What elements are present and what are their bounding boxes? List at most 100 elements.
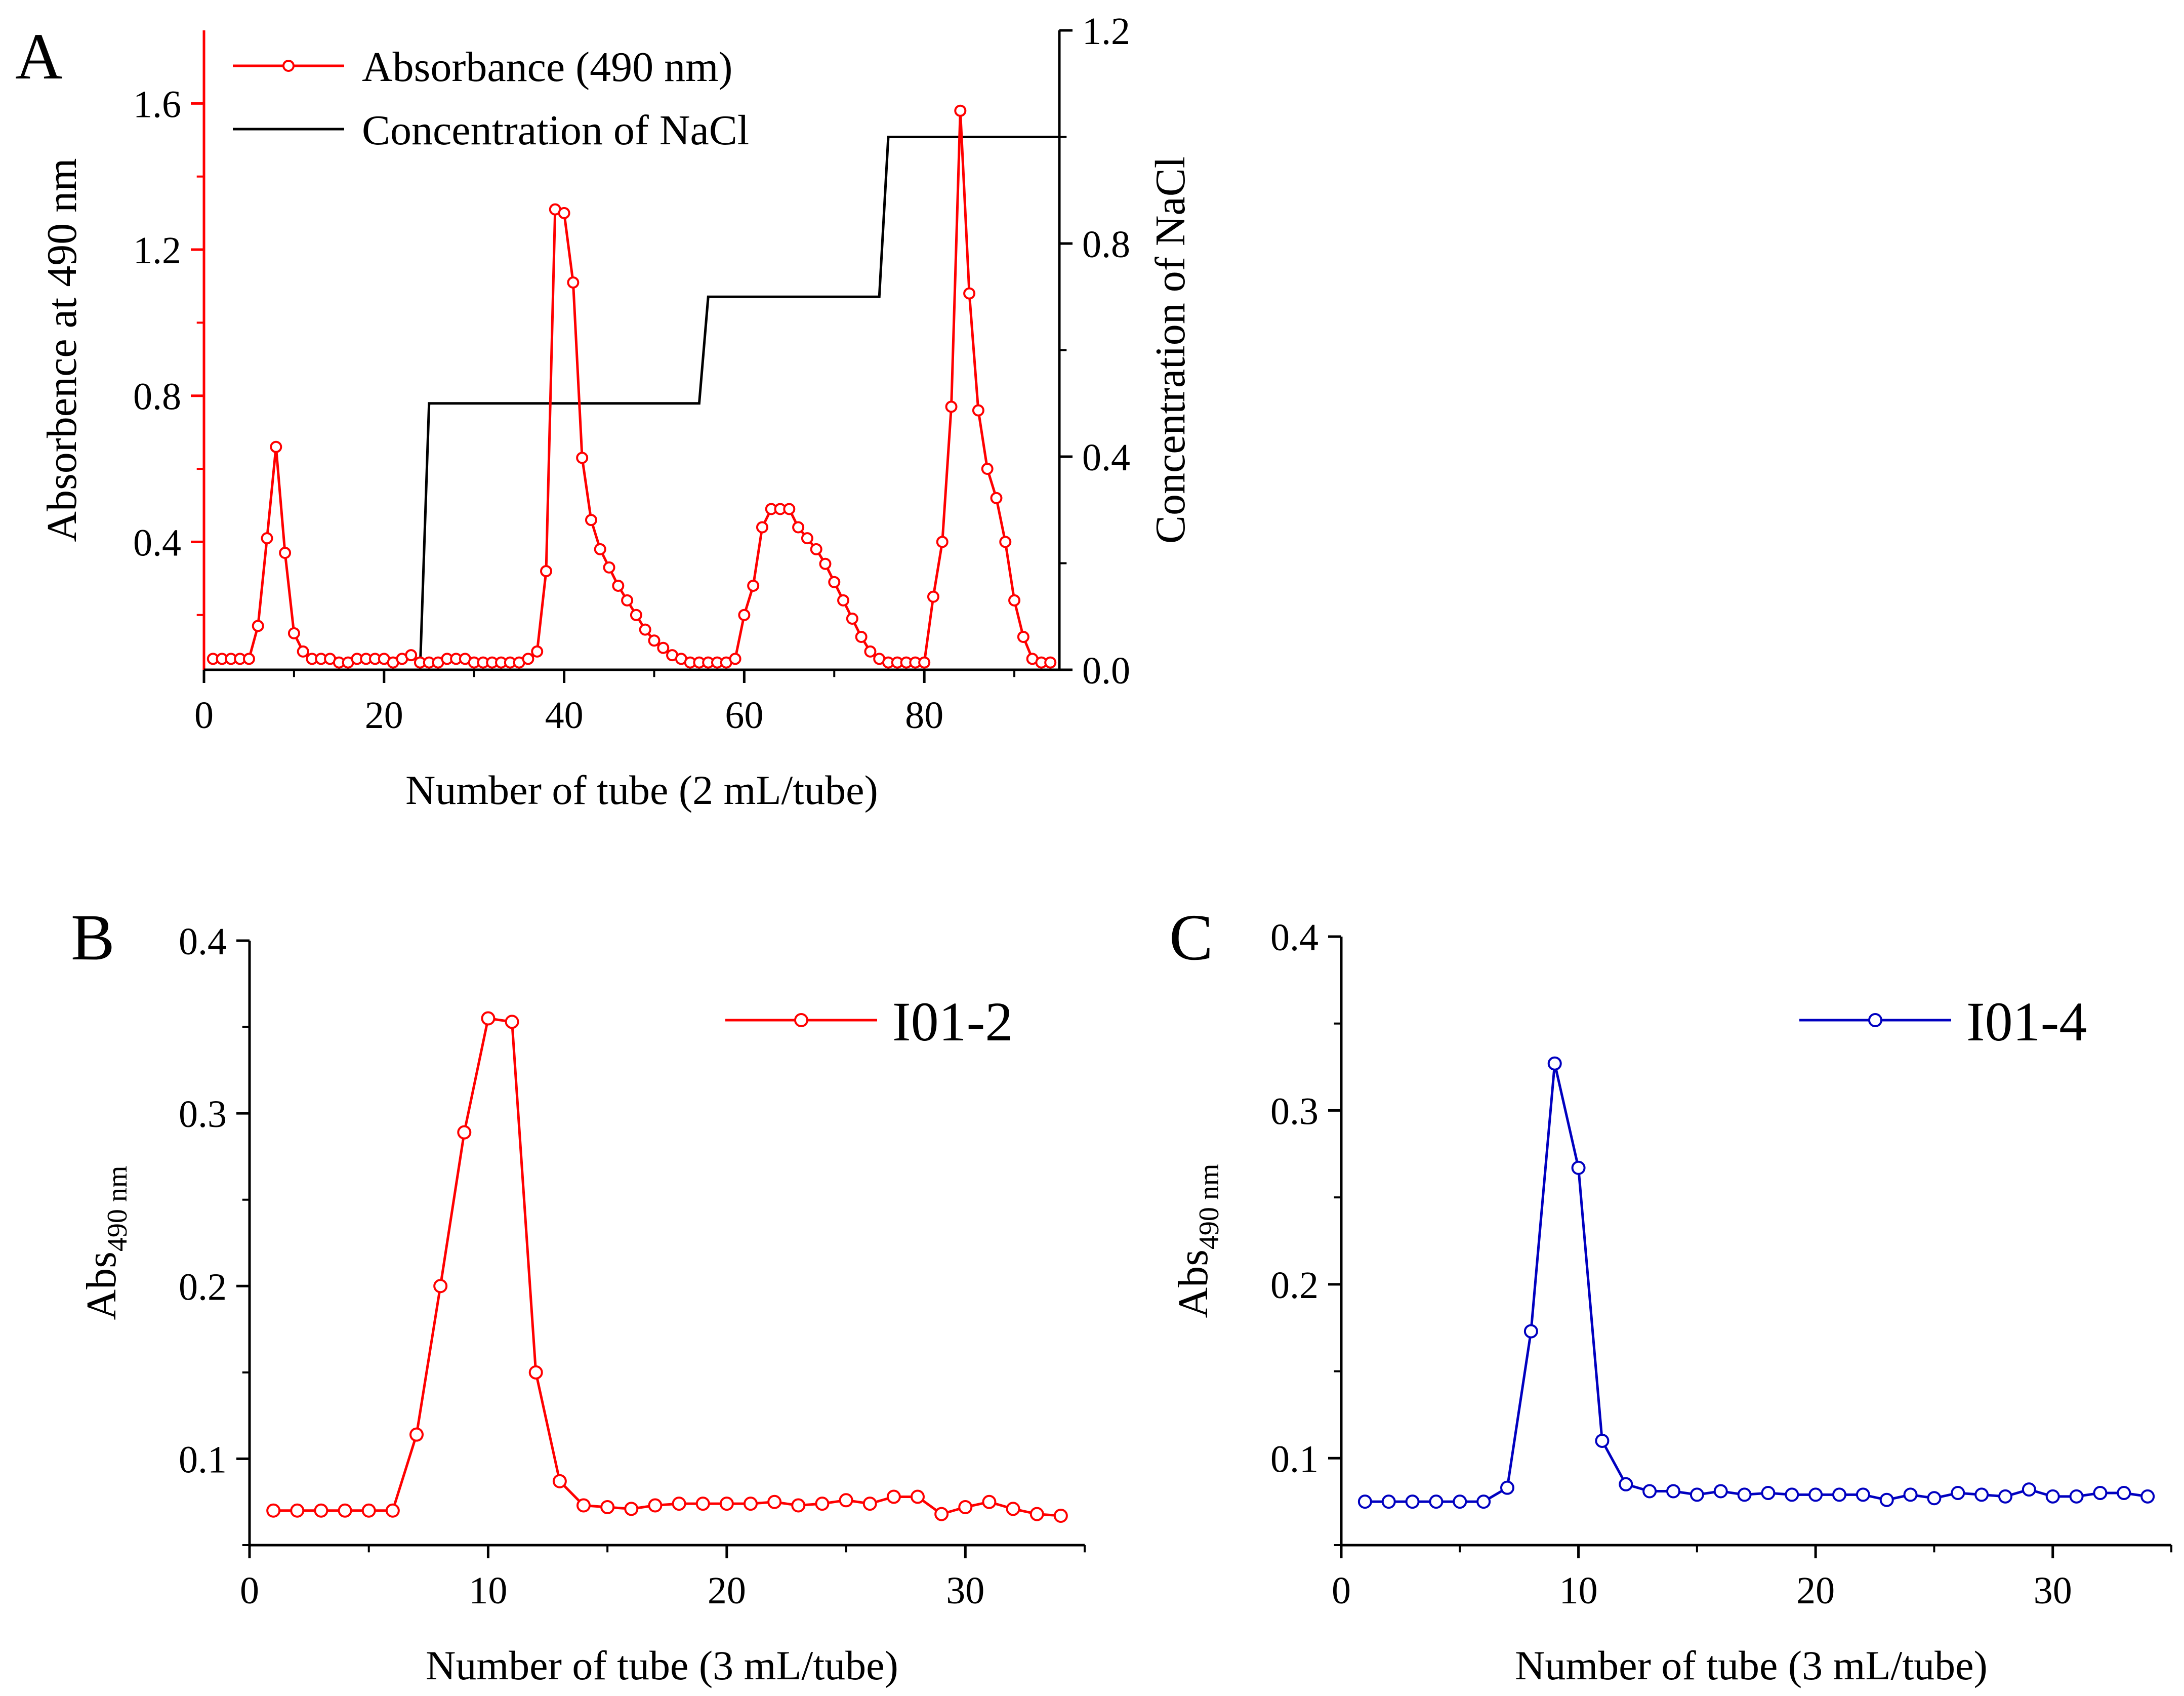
data-point	[279, 547, 292, 559]
y-right-tick-label: 0.8	[1082, 223, 1130, 266]
data-point	[2117, 1485, 2131, 1500]
data-point	[672, 1497, 686, 1511]
legend-marker	[794, 1013, 808, 1027]
data-point	[1927, 1491, 1942, 1506]
y-axis-label-sub: 490 nm	[102, 1166, 133, 1252]
data-point	[290, 1503, 305, 1518]
data-point	[1737, 1487, 1752, 1502]
data-point	[540, 565, 552, 578]
y-axis-label-main: Abs	[1170, 1249, 1217, 1318]
data-point	[1453, 1495, 1467, 1509]
data-point	[1547, 1056, 1562, 1071]
data-point	[600, 1500, 615, 1514]
data-point	[648, 1498, 663, 1513]
x-tick-label: 0	[194, 694, 214, 737]
x-tick-label: 20	[708, 1569, 746, 1612]
data-point	[552, 1474, 567, 1488]
y-tick-label: 0.4	[1270, 916, 1318, 959]
data-point	[405, 649, 418, 662]
data-point	[1017, 631, 1029, 643]
data-point	[1523, 1324, 1538, 1339]
y-axis-label-right: Concentration of NaCl	[1147, 156, 1194, 544]
data-point	[982, 1495, 997, 1509]
y-right-tick-label: 1.2	[1082, 10, 1130, 53]
panel-letter: C	[1169, 901, 1213, 974]
panel-letter: B	[71, 901, 115, 974]
x-axis-label: Number of tube (3 mL/tube)	[1515, 1642, 1988, 1688]
data-point	[1357, 1495, 1372, 1509]
x-tick-label: 0	[1332, 1569, 1351, 1612]
legend-marker	[282, 60, 295, 72]
x-tick-label: 40	[545, 694, 584, 737]
data-point	[810, 543, 822, 555]
data-point	[1006, 1502, 1020, 1516]
data-point	[927, 590, 939, 603]
data-point	[639, 623, 651, 636]
data-point	[594, 543, 606, 555]
panel-a: A 0 20 40 60 80 0.4 0.8 1.2 1.6 Number of tube (2 …	[15, 10, 1194, 813]
data-point	[2069, 1489, 2084, 1504]
data-point	[981, 463, 994, 475]
data-point	[1689, 1487, 1704, 1502]
data-point	[1666, 1484, 1680, 1499]
y-tick-label: 0.3	[179, 1093, 227, 1136]
data-point	[934, 1507, 949, 1521]
data-point	[990, 492, 1003, 504]
data-point	[1595, 1433, 1610, 1448]
series-line	[213, 110, 1051, 664]
x-tick-label: 80	[905, 694, 943, 737]
data-point	[603, 561, 615, 574]
legend-label: I01-4	[1966, 991, 2087, 1053]
y-tick-label: 0.2	[179, 1266, 227, 1308]
data-point	[1429, 1495, 1444, 1509]
data-point	[252, 620, 264, 632]
data-point	[385, 1503, 400, 1518]
data-point	[855, 631, 868, 643]
data-point	[911, 1489, 925, 1504]
panel-b: B 0 10 20 30 0.1 0.2 0.3 0.4 Number of tube (3 mL…	[71, 901, 1086, 1688]
data-point	[999, 536, 1012, 548]
data-point	[1044, 656, 1057, 669]
x-tick-label: 20	[1796, 1569, 1835, 1612]
x-tick-label: 0	[240, 1569, 259, 1612]
data-point	[886, 1489, 901, 1504]
x-axis-label: Number of tube (2 mL/tube)	[405, 767, 878, 813]
data-point	[657, 641, 670, 654]
data-point	[719, 1497, 734, 1511]
data-point	[287, 627, 300, 639]
y-tick-label: 1.2	[133, 229, 181, 272]
data-point	[624, 1502, 639, 1516]
x-tick-label: 10	[1559, 1569, 1598, 1612]
series-line	[273, 1017, 1061, 1517]
y-axis-label: Absorbence at 490 nm	[38, 158, 86, 542]
data-point	[1785, 1487, 1799, 1502]
data-point	[242, 653, 255, 665]
data-point	[433, 1279, 448, 1294]
data-point	[648, 634, 661, 647]
data-point	[756, 521, 768, 534]
data-point	[783, 503, 796, 515]
data-point	[1974, 1487, 1989, 1502]
data-point	[744, 1497, 758, 1511]
data-point	[729, 653, 741, 665]
data-point	[819, 557, 832, 570]
legend-label-absorbance: Absorbance (490 nm)	[362, 44, 732, 91]
x-tick-label: 30	[946, 1569, 984, 1612]
data-point	[954, 104, 967, 117]
data-point	[958, 1500, 973, 1514]
data-point	[1832, 1487, 1846, 1502]
y-right-tick-label: 0.4	[1082, 436, 1130, 479]
data-point	[481, 1011, 496, 1026]
y-tick-label: 0.4	[179, 920, 227, 963]
y-tick-label: 0.1	[179, 1438, 227, 1481]
data-point	[936, 536, 949, 548]
data-point	[2140, 1489, 2155, 1504]
data-point	[531, 645, 544, 658]
data-point	[314, 1503, 328, 1518]
data-point	[338, 1503, 352, 1518]
data-point	[1951, 1485, 1965, 1500]
series-line-nacl	[419, 136, 1059, 670]
data-point	[567, 276, 580, 289]
panel-c: C 0 10 20 30 0.1 0.2 0.3 0.4 Number of tube (3 mL…	[1169, 901, 2172, 1688]
data-point	[1903, 1487, 1918, 1502]
